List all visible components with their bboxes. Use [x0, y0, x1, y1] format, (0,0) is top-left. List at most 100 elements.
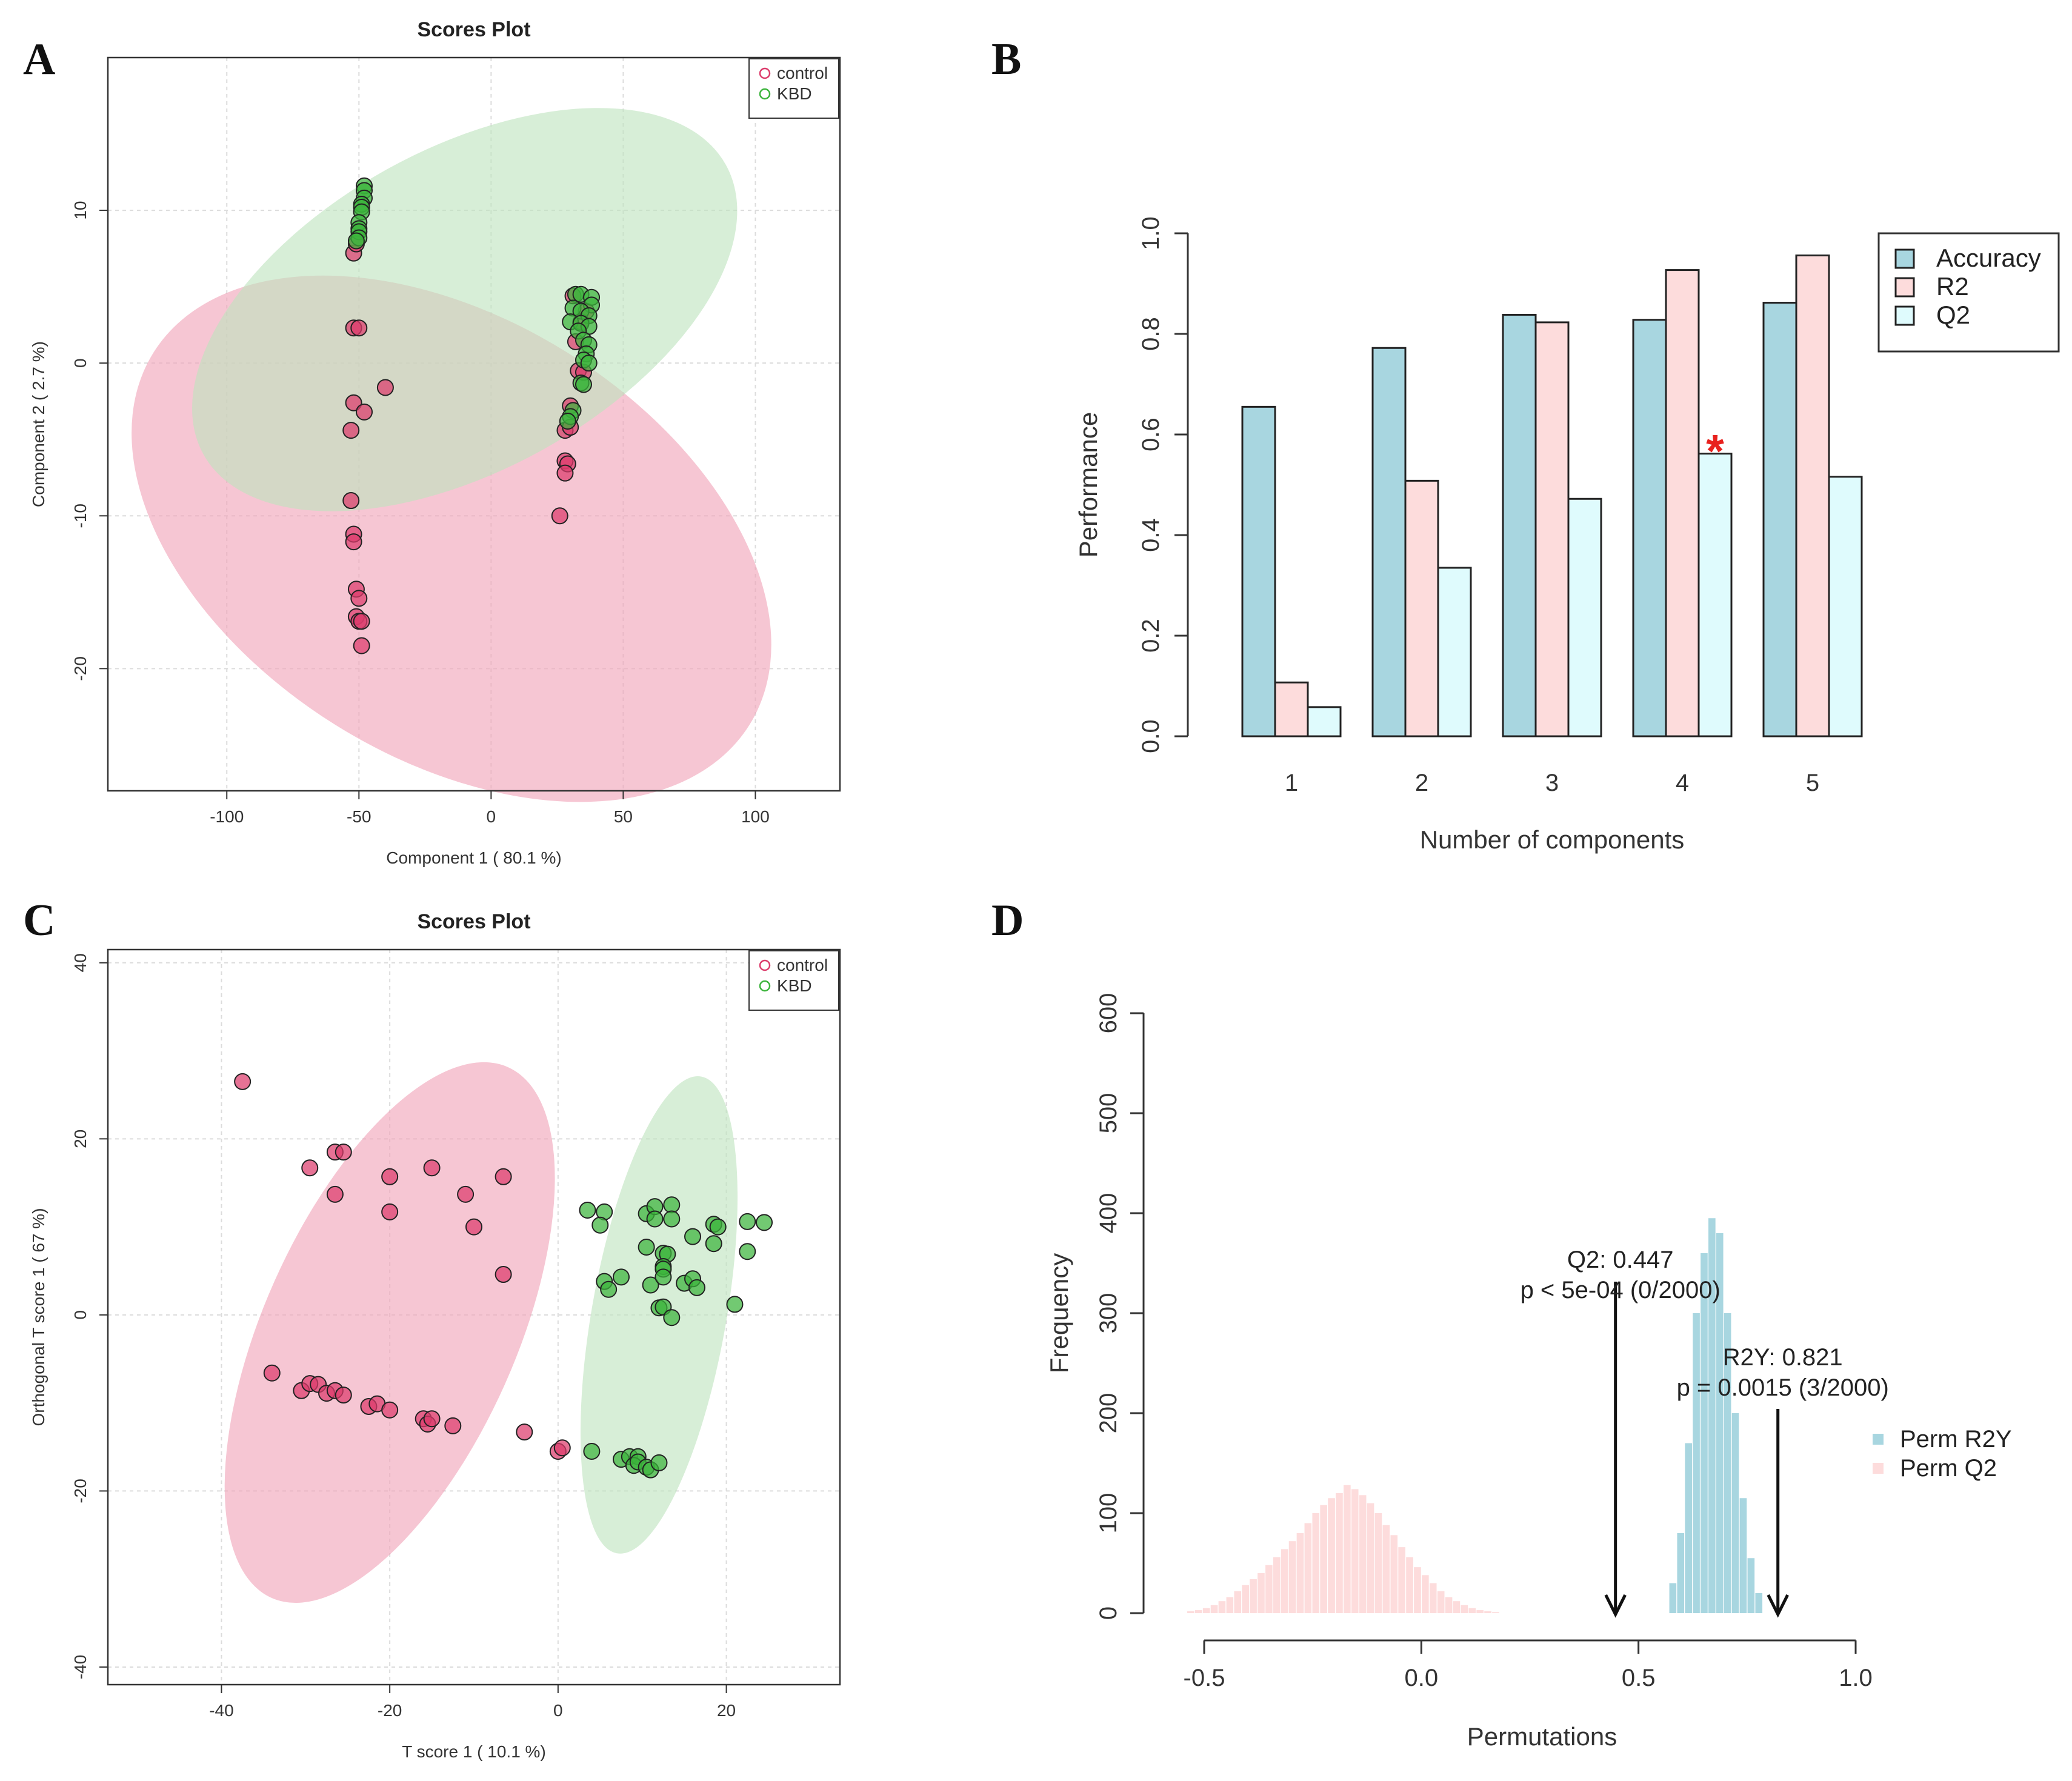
data-point-kbd	[655, 1268, 672, 1286]
data-point-control	[465, 1218, 482, 1236]
data-point-kbd	[646, 1210, 664, 1228]
y-tick-label: 0.8	[1138, 317, 1164, 351]
hist-bar-perm-q2	[1414, 1567, 1421, 1613]
data-point-kbd	[559, 412, 576, 430]
data-point-control	[342, 422, 360, 439]
data-point-control	[345, 533, 362, 551]
hist-bar-perm-q2	[1406, 1557, 1413, 1613]
data-point-kbd	[575, 376, 592, 393]
data-point-control	[553, 1439, 571, 1457]
data-point-control	[350, 590, 368, 607]
plot-frame	[107, 948, 841, 1686]
y-tick-label: 400	[1095, 1193, 1122, 1234]
data-point-kbd	[663, 1210, 681, 1228]
hist-bar-perm-q2	[1492, 1612, 1499, 1613]
x-axis-label: Component 1 ( 80.1 %)	[386, 848, 562, 867]
hist-bar-perm-r2y	[1677, 1533, 1685, 1613]
legend-swatch-q2	[1894, 305, 1915, 326]
hist-bar-perm-r2y	[1731, 1413, 1739, 1613]
hist-bar-perm-q2	[1429, 1583, 1437, 1613]
legend-marker-control	[759, 67, 771, 79]
arrow-label-q2-pvalue: p < 5e-04 (0/2000)	[1521, 1277, 1721, 1303]
panel-c-scores-plot: C Scores Plot -40 -20 0 20 -40 -20 0 20 40 T score…	[23, 896, 841, 1761]
y-tick-label: 500	[1095, 1093, 1122, 1134]
data-point-kbd	[600, 1280, 618, 1298]
bar-r2-3	[1534, 321, 1570, 737]
data-point-control	[457, 1185, 475, 1203]
hist-bar-perm-r2y	[1755, 1593, 1763, 1613]
hist-bar-perm-q2	[1273, 1557, 1281, 1613]
y-tick-label: 1.0	[1138, 216, 1164, 250]
y-tick-label: 0	[1095, 1606, 1122, 1620]
panel-b-performance-bars: B 1 2 3 4 5 * 0.0 0.2 0.4 0.6 0.8 1.0 Performance Num…	[991, 35, 2060, 854]
y-tick-label: -40	[71, 1655, 90, 1679]
bar-r2-4	[1665, 269, 1700, 737]
legend-swatch-perm-q2	[1873, 1463, 1884, 1474]
data-point-kbd	[684, 1228, 702, 1245]
data-point-control	[350, 319, 368, 337]
y-tick-label: 20	[71, 1130, 90, 1148]
legend-label-control: control	[777, 64, 828, 82]
hist-bar-perm-r2y	[1669, 1583, 1677, 1613]
legend-marker-control	[759, 959, 771, 971]
panel-label-b: B	[991, 35, 1021, 84]
x-tick-label: 0.0	[1405, 1665, 1439, 1691]
y-tick-label: -10	[71, 504, 90, 528]
data-point-control	[381, 1203, 399, 1220]
x-axis-label: Permutations	[1467, 1722, 1617, 1751]
data-point-control	[353, 637, 370, 654]
data-point-kbd	[739, 1243, 756, 1260]
hist-bar-perm-q2	[1187, 1611, 1194, 1613]
x-tick-label: 0	[487, 807, 496, 826]
arrow-head-r2y	[1767, 1594, 1789, 1618]
bar-q2-4	[1697, 453, 1733, 737]
x-tick-label: 5	[1806, 770, 1819, 796]
hist-bar-perm-r2y	[1739, 1498, 1747, 1613]
chart-title: Scores Plot	[417, 18, 530, 41]
y-tick-label: 10	[71, 201, 90, 220]
arrow-label-q2-value: Q2: 0.447	[1567, 1247, 1674, 1273]
legend-label-perm-q2: Perm Q2	[1900, 1455, 1997, 1482]
hist-bar-perm-q2	[1202, 1608, 1210, 1613]
x-tick-label: -40	[209, 1701, 233, 1720]
plot-frame	[107, 56, 841, 792]
hist-bar-perm-q2	[1320, 1505, 1327, 1613]
hist-bar-perm-q2	[1312, 1513, 1320, 1613]
arrow-label-r2y-pvalue: p = 0.0015 (3/2000)	[1677, 1374, 1889, 1401]
bar-r2-5	[1795, 255, 1830, 737]
data-point-kbd	[739, 1213, 756, 1230]
hist-bar-perm-q2	[1445, 1597, 1453, 1613]
hist-bar-perm-q2	[1422, 1575, 1429, 1613]
legend-label-kbd: KBD	[777, 976, 812, 995]
hist-bar-perm-q2	[1258, 1573, 1265, 1613]
data-point-control	[263, 1364, 281, 1382]
data-point-kbd	[580, 355, 598, 372]
hist-bar-perm-q2	[1234, 1591, 1242, 1613]
data-point-control	[516, 1423, 533, 1441]
x-tick-label: -50	[347, 807, 371, 826]
data-point-kbd	[756, 1214, 773, 1231]
y-tick-label: 0	[71, 1310, 90, 1320]
bar-accuracy-2	[1371, 347, 1407, 737]
data-point-kbd	[663, 1309, 681, 1327]
hist-bar-perm-q2	[1437, 1591, 1445, 1613]
hist-bar-perm-q2	[1398, 1547, 1405, 1613]
data-point-control	[376, 379, 394, 396]
data-point-kbd	[638, 1239, 655, 1256]
data-point-control	[551, 507, 568, 525]
hist-bar-perm-r2y	[1708, 1218, 1716, 1613]
legend-swatch-accuracy	[1894, 248, 1915, 269]
data-point-control	[423, 1159, 441, 1177]
hist-bar-perm-q2	[1484, 1611, 1491, 1613]
x-tick-label: 20	[717, 1701, 736, 1720]
legend-swatch-r2	[1894, 277, 1915, 298]
hist-bar-perm-r2y	[1701, 1253, 1708, 1613]
data-point-control	[335, 1144, 352, 1161]
y-axis-label: Frequency	[1045, 1253, 1073, 1373]
hist-bar-perm-q2	[1296, 1533, 1304, 1613]
y-tick-label: 0	[71, 358, 90, 368]
data-point-kbd	[709, 1218, 727, 1236]
significance-star: *	[1706, 426, 1724, 478]
y-tick-label: 0.2	[1138, 619, 1164, 653]
